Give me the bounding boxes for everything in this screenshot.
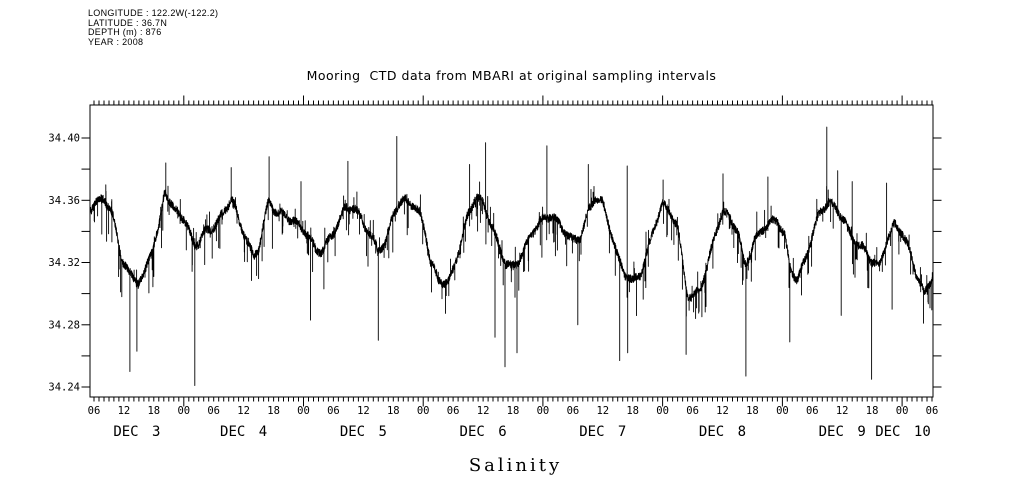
x-hour-label: 18 (387, 405, 400, 417)
x-day-label: DEC 9 (819, 424, 866, 440)
x-hour-label: 12 (836, 405, 849, 417)
x-hour-label: 06 (926, 405, 939, 417)
x-hour-label: 18 (147, 405, 160, 417)
x-day-label: DEC 8 (699, 424, 746, 440)
x-hour-label: 18 (866, 405, 879, 417)
x-hour-label: 06 (447, 405, 460, 417)
x-day-label: DEC 7 (579, 424, 626, 440)
meta-year: YEAR : 2008 (88, 36, 144, 47)
x-hour-label: 12 (237, 405, 250, 417)
x-hour-label: 06 (686, 405, 699, 417)
salinity-series (90, 126, 933, 386)
x-hour-label: 18 (626, 405, 639, 417)
x-hour-label: 00 (776, 405, 789, 417)
x-hour-label: 06 (567, 405, 580, 417)
y-tick-label: 34.40 (48, 133, 80, 145)
x-day-label: DEC 3 (113, 424, 160, 440)
y-axis-ticks (81, 137, 942, 388)
x-axis-day-labels: DEC 3 DEC 4 DEC 5 DEC 6 DEC 7 DEC 8 DEC 9 DEC 1… (113, 424, 930, 440)
x-hour-label: 06 (207, 405, 220, 417)
x-hour-label: 06 (327, 405, 340, 417)
x-day-label: DEC 4 (220, 424, 267, 440)
y-tick-label: 34.28 (48, 319, 80, 331)
plot-frame (89, 104, 934, 398)
salinity-series-line (90, 126, 933, 386)
x-axis-ticks (93, 95, 933, 407)
meta-longitude: LONGITUDE : 122.2W(-122.2) (88, 8, 219, 18)
x-hour-label: 00 (896, 405, 909, 417)
x-axis-hour-labels: 06 12 18 00 06 12 18 00 06 12 18 00 06 12 18 00 06 12 18 00… (88, 405, 939, 417)
chart-title: Mooring CTD data from MBARI at original … (306, 68, 717, 83)
meta-latitude: LATITUDE : 36.7N (88, 17, 168, 28)
x-hour-label: 00 (297, 405, 310, 417)
axis-variable-label: Salinity (468, 455, 563, 476)
x-hour-label: 12 (716, 405, 729, 417)
x-hour-label: 12 (118, 405, 131, 417)
x-hour-label: 00 (177, 405, 190, 417)
x-hour-label: 00 (417, 405, 430, 417)
y-tick-label: 34.24 (48, 382, 80, 394)
x-hour-label: 18 (267, 405, 280, 417)
x-hour-label: 00 (537, 405, 550, 417)
x-hour-label: 06 (88, 405, 101, 417)
y-tick-label: 34.32 (48, 257, 80, 269)
x-hour-label: 18 (746, 405, 759, 417)
x-day-label: DEC 5 (340, 424, 387, 440)
x-hour-label: 00 (656, 405, 669, 417)
x-hour-label: 12 (477, 405, 490, 417)
y-axis-labels: 34.24 34.28 34.32 34.36 34.40 (48, 133, 80, 394)
x-hour-label: 18 (507, 405, 520, 417)
x-day-label: DEC 6 (460, 424, 507, 440)
x-day-label: DEC 10 (875, 424, 931, 440)
x-hour-label: 12 (596, 405, 609, 417)
x-hour-label: 06 (806, 405, 819, 417)
y-tick-label: 34.36 (48, 195, 80, 207)
x-hour-label: 12 (357, 405, 370, 417)
header-metadata: LONGITUDE : 122.2W(-122.2) LATITUDE : 36… (88, 8, 219, 47)
meta-depth: DEPTH (m) : 876 (88, 27, 162, 38)
